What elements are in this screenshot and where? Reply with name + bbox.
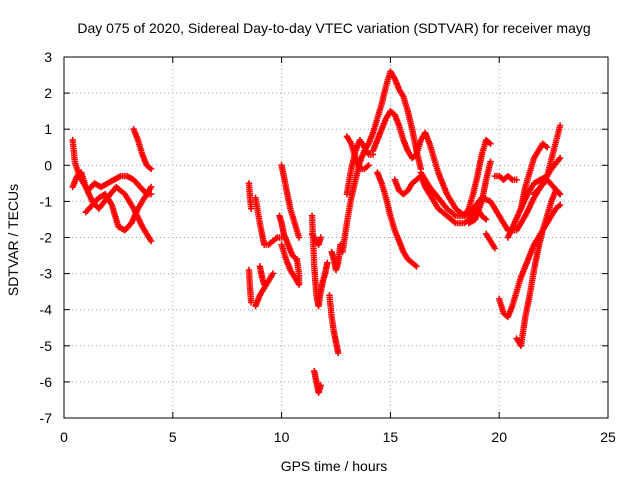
y-tick-label: -3 bbox=[40, 266, 53, 282]
series-markers bbox=[245, 266, 255, 306]
x-tick-label: 0 bbox=[60, 429, 68, 445]
series-arc-14 bbox=[308, 230, 324, 248]
series-arc-16 bbox=[326, 292, 342, 357]
series-arc-25 bbox=[465, 158, 494, 227]
series-arc-29 bbox=[513, 187, 564, 349]
y-tick-label: 1 bbox=[44, 121, 52, 137]
y-tick-label: -6 bbox=[40, 374, 53, 390]
series-arc-20 bbox=[343, 133, 372, 173]
series-markers bbox=[482, 230, 499, 252]
series-arc-27 bbox=[491, 172, 520, 183]
series-arc-11 bbox=[278, 162, 303, 241]
series-arc-5 bbox=[245, 180, 255, 212]
y-tick-label: -7 bbox=[40, 410, 53, 426]
x-tick-label: 25 bbox=[600, 429, 616, 445]
y-tick-label: 3 bbox=[44, 49, 52, 65]
series-markers bbox=[276, 212, 303, 288]
y-tick-label: -1 bbox=[40, 193, 53, 209]
series-arc-17 bbox=[328, 241, 344, 274]
series-markers bbox=[513, 187, 564, 349]
series-arc-15 bbox=[311, 367, 324, 396]
series-markers bbox=[517, 140, 551, 212]
series-arc-31 bbox=[517, 140, 551, 212]
series-arc-12 bbox=[278, 241, 303, 288]
series-markers bbox=[491, 172, 520, 183]
x-axis-title: GPS time / hours bbox=[281, 458, 388, 474]
series-arc-3 bbox=[82, 183, 155, 234]
series-markers bbox=[343, 133, 372, 173]
series-arc-22 bbox=[374, 169, 420, 270]
series-markers bbox=[339, 68, 425, 256]
series-markers bbox=[374, 169, 420, 270]
data-series bbox=[69, 68, 564, 396]
series-markers bbox=[130, 126, 155, 173]
y-tick-label: -5 bbox=[40, 338, 53, 354]
y-tick-label: 0 bbox=[44, 157, 52, 173]
series-markers bbox=[308, 230, 324, 248]
series-markers bbox=[369, 107, 494, 220]
series-arc-10 bbox=[276, 212, 303, 288]
series-arc-32 bbox=[530, 176, 564, 198]
axes: 0 5 10 15 20 25 -7 -6 -5 -4 -3 -2 -1 0 1 2 3 bbox=[40, 49, 616, 445]
series-markers bbox=[311, 367, 324, 396]
series-arc-6 bbox=[245, 266, 255, 306]
chart-title: Day 075 of 2020, Sidereal Day-to-day VTE… bbox=[77, 20, 590, 36]
series-markers bbox=[82, 183, 155, 234]
series-arc-19 bbox=[343, 136, 377, 198]
series-markers bbox=[245, 180, 255, 212]
series-markers bbox=[530, 176, 564, 198]
series-arc-9 bbox=[256, 263, 268, 288]
y-tick-label: 2 bbox=[44, 85, 52, 101]
x-tick-label: 10 bbox=[274, 429, 290, 445]
x-tick-label: 5 bbox=[169, 429, 177, 445]
series-arc-26 bbox=[482, 230, 499, 252]
series-markers bbox=[252, 194, 285, 248]
y-tick-label: -4 bbox=[40, 302, 53, 318]
x-tick-label: 20 bbox=[491, 429, 507, 445]
series-arc-7 bbox=[252, 194, 285, 248]
series-arc-18 bbox=[339, 68, 425, 256]
series-markers bbox=[256, 263, 268, 288]
series-arc-4 bbox=[130, 126, 155, 173]
series-markers bbox=[278, 241, 303, 288]
series-markers bbox=[328, 241, 344, 274]
series-markers bbox=[343, 136, 377, 198]
series-markers bbox=[278, 162, 303, 241]
y-tick-label: -2 bbox=[40, 230, 53, 246]
series-markers bbox=[326, 292, 342, 357]
y-axis-title: SDTVAR / TECUs bbox=[5, 184, 21, 296]
series-markers bbox=[465, 158, 494, 227]
x-tick-label: 15 bbox=[383, 429, 399, 445]
series-arc-21 bbox=[369, 107, 494, 220]
